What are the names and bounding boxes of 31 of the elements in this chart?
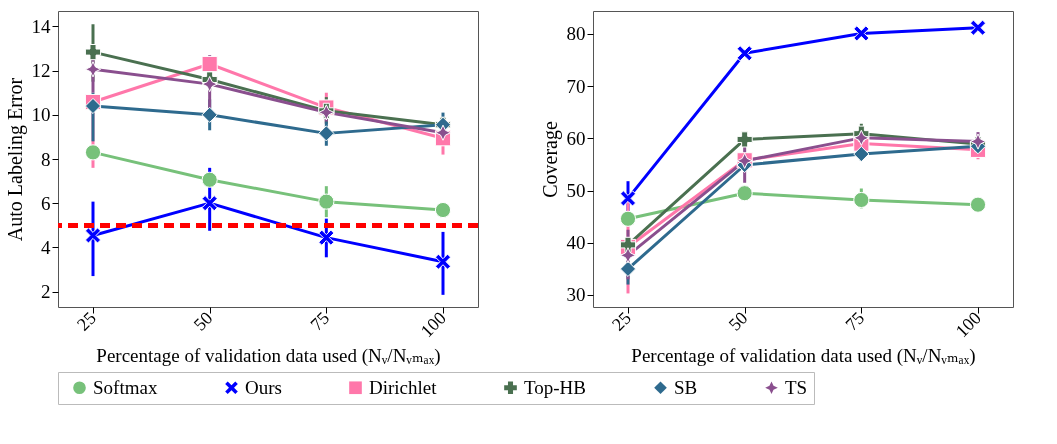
y-tick-label: 10 [31, 104, 51, 126]
x-tick-label: 100 [951, 307, 985, 341]
legend-label: TS [785, 376, 808, 398]
x-tick-label: 50 [724, 307, 752, 335]
x-tick-label: 50 [189, 307, 217, 335]
x-axis-title: Percentage of validation data used (Nᵥ/Nᵥₘₐₓ) [631, 344, 976, 367]
y-tick-label: 40 [566, 232, 586, 254]
x-tick-label: 25 [72, 307, 100, 335]
y-tick-label: 30 [566, 284, 586, 306]
x-tick-label: 25 [607, 307, 635, 335]
x-tick-label: 75 [306, 307, 334, 335]
legend-label: Softmax [93, 376, 158, 398]
legend-label: SB [674, 376, 698, 398]
y-tick-label: 50 [566, 180, 586, 202]
y-tick-label: 14 [31, 15, 51, 37]
legend-label: Ours [245, 376, 282, 398]
y-tick-label: 12 [31, 60, 51, 82]
y-tick-label: 6 [41, 192, 51, 214]
legend-label: Top-HB [524, 376, 587, 398]
x-tick-label: 75 [841, 307, 869, 335]
legend-label: Dirichlet [369, 376, 438, 398]
y-tick-label: 8 [41, 148, 51, 170]
y-tick-label: 80 [566, 23, 586, 45]
x-axis-title: Percentage of validation data used (Nᵥ/Nᵥₘₐₓ) [96, 344, 441, 367]
y-axis-title: Auto Labeling Error [3, 77, 27, 242]
y-tick-label: 70 [566, 75, 586, 97]
y-tick-label: 60 [566, 127, 586, 149]
y-tick-label: 2 [41, 281, 51, 303]
y-tick-label: 4 [41, 236, 51, 258]
y-axis-title: Coverage [538, 121, 562, 198]
x-tick-label: 100 [416, 307, 450, 341]
